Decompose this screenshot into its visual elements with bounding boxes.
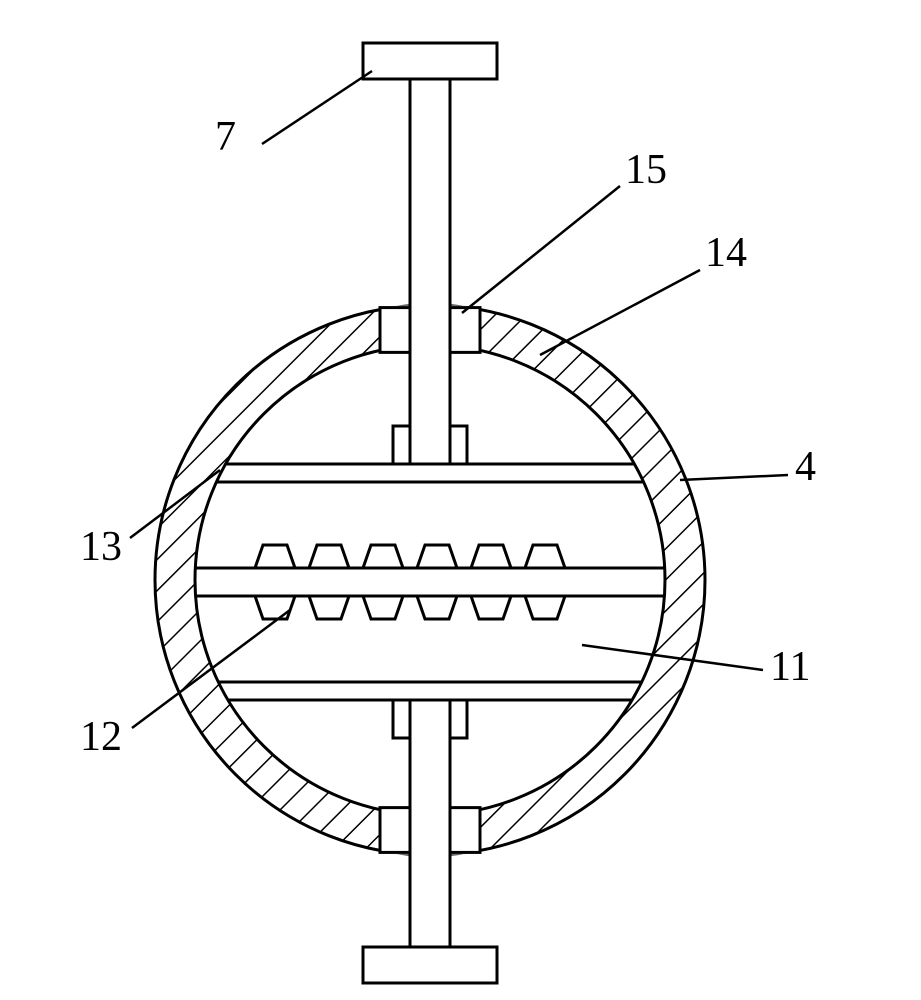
leader-14 bbox=[540, 270, 700, 355]
bolt-bottom-shaft bbox=[410, 700, 450, 947]
bump bbox=[309, 545, 349, 568]
leader-7 bbox=[262, 71, 372, 144]
bump bbox=[255, 596, 295, 619]
bolt-top-shaft bbox=[410, 79, 450, 464]
label-11: 11 bbox=[770, 644, 810, 690]
bump bbox=[471, 596, 511, 619]
bump bbox=[363, 596, 403, 619]
sleeve-top-left bbox=[380, 308, 410, 353]
bump bbox=[417, 596, 457, 619]
bump bbox=[471, 545, 511, 568]
label-15: 15 bbox=[625, 147, 667, 193]
bump bbox=[363, 545, 403, 568]
bump bbox=[525, 596, 565, 619]
bump bbox=[525, 545, 565, 568]
label-4: 4 bbox=[795, 444, 816, 490]
bolt-bottom-head bbox=[363, 947, 497, 983]
sleeve-bottom-left bbox=[380, 808, 410, 853]
bump bbox=[255, 545, 295, 568]
label-14: 14 bbox=[705, 230, 747, 276]
label-13: 13 bbox=[80, 524, 122, 570]
bump bbox=[417, 545, 457, 568]
leader-15 bbox=[462, 186, 620, 313]
sleeve-bottom-right bbox=[450, 808, 480, 853]
bolt-top-head bbox=[363, 43, 497, 79]
sleeve-top-right bbox=[450, 308, 480, 353]
label-7: 7 bbox=[215, 114, 236, 160]
label-12: 12 bbox=[80, 714, 122, 760]
leader-4 bbox=[680, 475, 788, 480]
bump bbox=[309, 596, 349, 619]
